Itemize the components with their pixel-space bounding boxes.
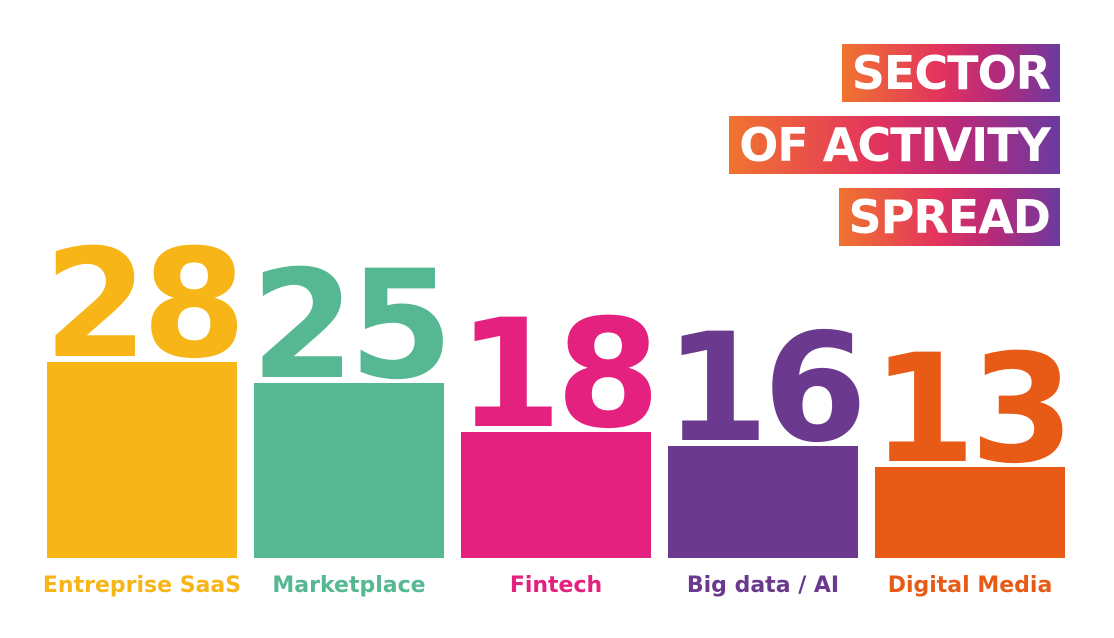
title-line-1: SECTOR bbox=[841, 44, 1060, 102]
value-label-2: 18 bbox=[458, 288, 655, 462]
value-label-0: 28 bbox=[44, 218, 241, 392]
title-line-3: SPREAD bbox=[838, 188, 1060, 246]
bar-4 bbox=[875, 467, 1065, 558]
bar-3 bbox=[668, 446, 858, 558]
category-label-0: Entreprise SaaS bbox=[43, 573, 241, 598]
value-label-3: 16 bbox=[665, 302, 862, 476]
category-label-2: Fintech bbox=[510, 573, 602, 598]
bar-1 bbox=[254, 383, 444, 558]
value-label-4: 13 bbox=[872, 323, 1069, 497]
value-label-1: 25 bbox=[251, 239, 448, 413]
bar-0 bbox=[47, 362, 237, 558]
category-label-4: Digital Media bbox=[888, 573, 1053, 598]
chart-title: SECTOR OF ACTIVITY SPREAD bbox=[660, 44, 1060, 254]
title-line-2: OF ACTIVITY bbox=[729, 116, 1060, 174]
category-label-1: Marketplace bbox=[272, 573, 425, 598]
category-label-3: Big data / AI bbox=[687, 573, 839, 598]
bar-2 bbox=[461, 432, 651, 558]
